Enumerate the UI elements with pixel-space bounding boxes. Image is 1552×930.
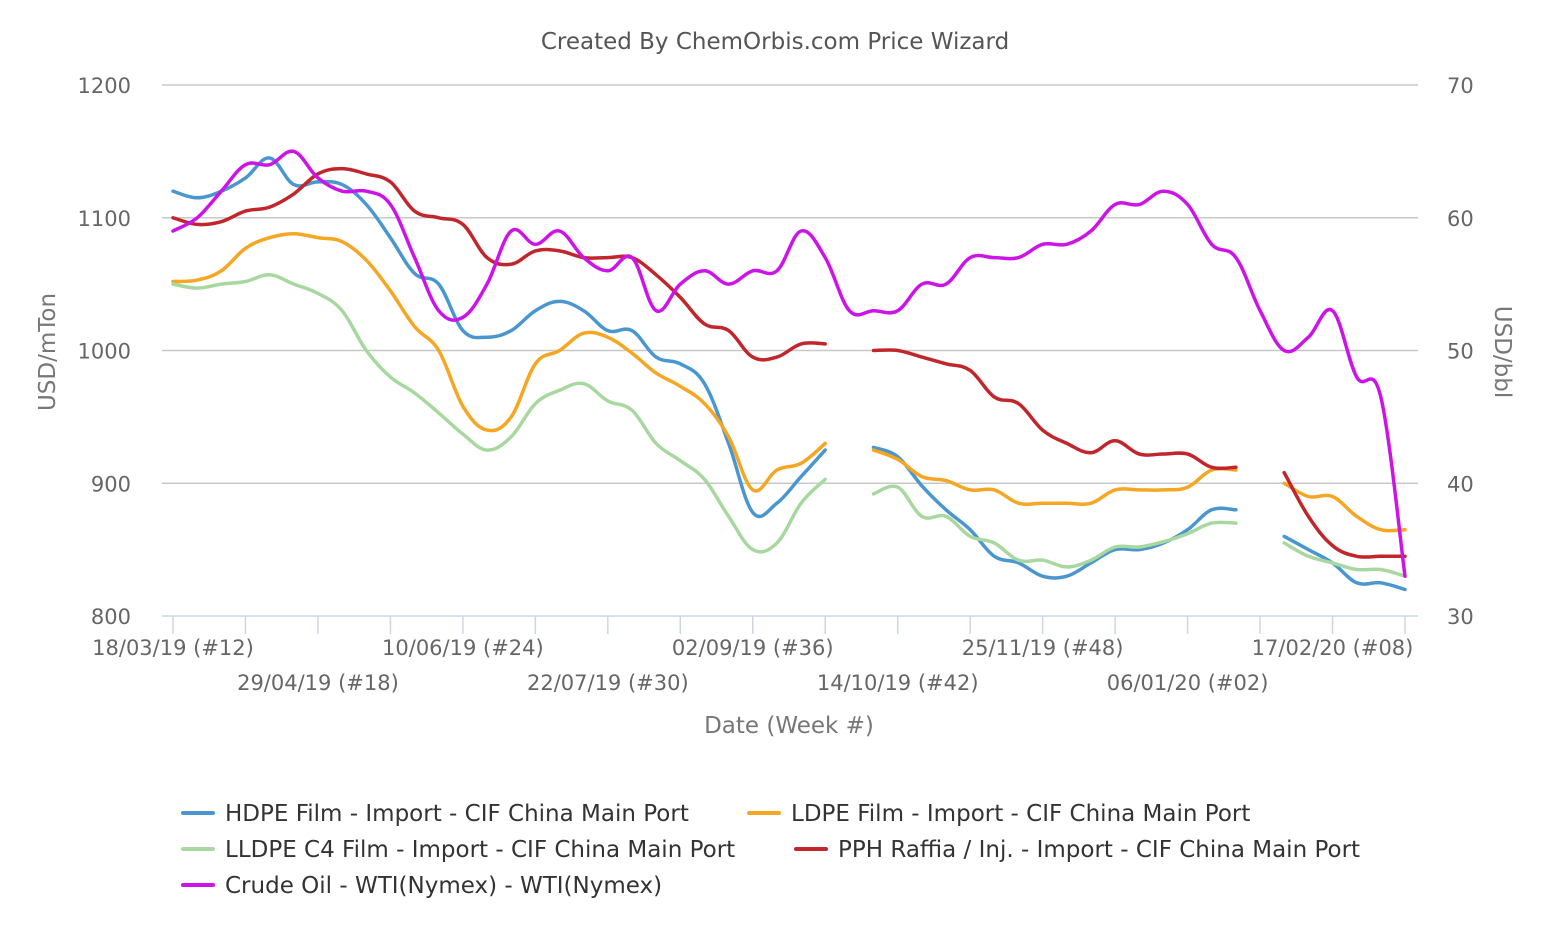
right-y-tick-label: 70 bbox=[1447, 74, 1474, 98]
left-y-tick-label: 800 bbox=[91, 605, 131, 629]
series-segment bbox=[171, 166, 827, 362]
x-tick-label: 25/11/19 (#48) bbox=[962, 636, 1124, 660]
series-segment bbox=[171, 149, 1407, 578]
legend-item[interactable]: LLDPE C4 Film - Import - CIF China Main … bbox=[181, 837, 735, 863]
right-y-tick-label: 40 bbox=[1447, 472, 1474, 496]
series-line-4 bbox=[171, 166, 1407, 559]
right-y-tick-label: 50 bbox=[1447, 340, 1474, 364]
legend-label: LDPE Film - Import - CIF China Main Port bbox=[791, 801, 1250, 827]
series-segment bbox=[171, 273, 827, 554]
left-y-tick-label: 1100 bbox=[78, 207, 131, 231]
right-y-axis-title: USD/bbl bbox=[1489, 306, 1515, 398]
series-segment bbox=[1282, 534, 1407, 592]
series-segment bbox=[171, 156, 827, 519]
series-line-2 bbox=[171, 231, 1407, 533]
right-y-axis: 30 40 50 60 70 bbox=[1447, 74, 1474, 629]
series-line-5 bbox=[171, 149, 1407, 578]
x-tick-label: 29/04/19 (#18) bbox=[237, 671, 399, 695]
legend-item[interactable]: PPH Raffia / Inj. - Import - CIF China M… bbox=[794, 837, 1360, 863]
legend-item[interactable]: HDPE Film - Import - CIF China Main Port bbox=[181, 801, 689, 827]
legend-label: PPH Raffia / Inj. - Import - CIF China M… bbox=[838, 837, 1360, 863]
legend-label: HDPE Film - Import - CIF China Main Port bbox=[225, 801, 689, 827]
series-segment bbox=[171, 231, 827, 493]
series-segment bbox=[1282, 481, 1407, 533]
series-segment bbox=[871, 484, 1238, 569]
legend-item[interactable]: LDPE Film - Import - CIF China Main Port bbox=[747, 801, 1250, 827]
x-tick-label: 18/03/19 (#12) bbox=[92, 636, 254, 660]
right-y-tick-label: 30 bbox=[1447, 605, 1474, 629]
series-segment bbox=[1282, 541, 1407, 578]
series-segment bbox=[871, 445, 1238, 580]
x-axis-title: Date (Week #) bbox=[704, 713, 874, 739]
legend: HDPE Film - Import - CIF China Main Port… bbox=[181, 801, 1360, 899]
chart-title: Created By ChemOrbis.com Price Wizard bbox=[541, 29, 1009, 55]
left-y-axis: 800 900 1000 1100 1200 bbox=[78, 74, 131, 629]
left-y-tick-label: 1200 bbox=[78, 74, 131, 98]
series-lines bbox=[171, 149, 1407, 592]
x-tick-label: 06/01/20 (#02) bbox=[1107, 671, 1269, 695]
x-tick-label: 17/02/20 (#08) bbox=[1252, 636, 1414, 660]
series-segment bbox=[871, 348, 1238, 471]
x-axis: 18/03/19 (#12) 29/04/19 (#18) 10/06/19 (#2… bbox=[92, 616, 1413, 695]
legend-label: LLDPE C4 Film - Import - CIF China Main … bbox=[225, 837, 735, 863]
left-y-axis-title: USD/mTon bbox=[35, 293, 61, 411]
x-tick-label: 02/09/19 (#36) bbox=[672, 636, 834, 660]
series-line-3 bbox=[171, 273, 1407, 578]
legend-item[interactable]: Crude Oil - WTI(Nymex) - WTI(Nymex) bbox=[181, 873, 662, 899]
legend-label: Crude Oil - WTI(Nymex) - WTI(Nymex) bbox=[225, 873, 662, 899]
x-tick-label: 22/07/19 (#30) bbox=[527, 671, 689, 695]
left-y-tick-label: 1000 bbox=[78, 340, 131, 364]
x-tick-label: 10/06/19 (#24) bbox=[382, 636, 544, 660]
right-y-tick-label: 60 bbox=[1447, 207, 1474, 231]
x-tick-label: 14/10/19 (#42) bbox=[817, 671, 979, 695]
left-y-tick-label: 900 bbox=[91, 472, 131, 496]
series-segment bbox=[871, 448, 1238, 507]
series-segment bbox=[1282, 470, 1407, 559]
